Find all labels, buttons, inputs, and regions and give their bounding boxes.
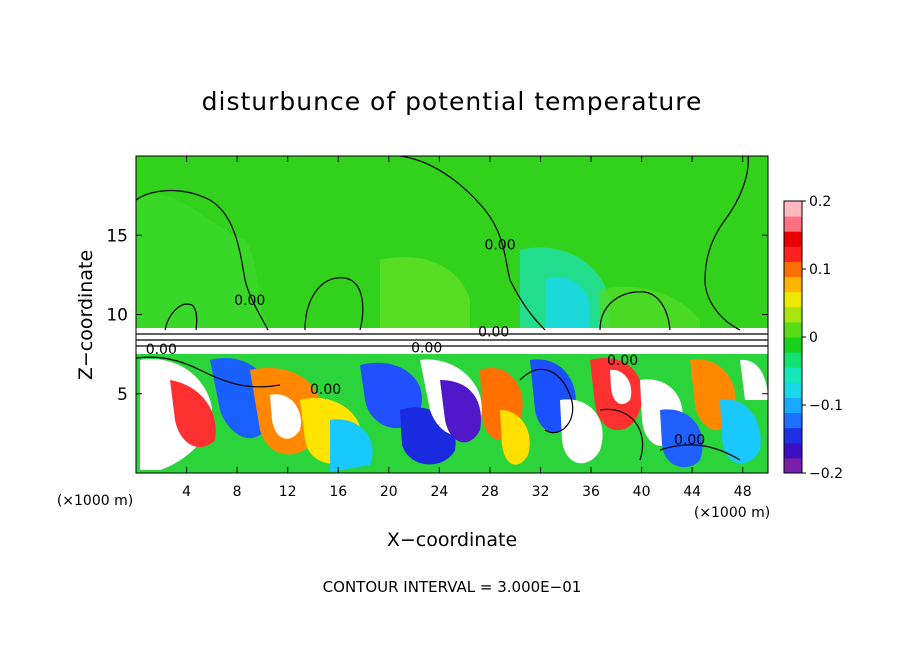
- x-tick-label: 28: [481, 484, 499, 500]
- colorbar-band: [784, 457, 802, 474]
- colorbar-band: [784, 321, 802, 338]
- colorbar: 0.2 0.1 0 −0.1 −0.2: [783, 194, 843, 482]
- y-axis: 5 10 15: [106, 226, 768, 405]
- colorbar-tick-label: 0.2: [809, 194, 831, 210]
- colorbar-band: [784, 337, 802, 353]
- colorbar-band: [784, 291, 802, 308]
- colorbar-band: [784, 246, 802, 262]
- x-axis: 4 8 12 16 20 24 28 32 36 40 44 48: [182, 156, 752, 500]
- y-tick-label: 15: [106, 226, 128, 246]
- colorbar-band: [784, 306, 802, 323]
- colorbar-band: [784, 382, 802, 398]
- chart-title: disturbunce of potential temperature: [202, 87, 703, 116]
- upper-field-patches: [136, 194, 700, 332]
- contour-label: 0.00: [146, 342, 177, 358]
- contour-labels: 0.00 0.00 0.00 0.00 0.00 0.00 0.00 0.00: [146, 238, 706, 449]
- plot-area: 0.00 0.00 0.00 0.00 0.00 0.00 0.00 0.00: [136, 156, 768, 473]
- x-tick-label: 48: [734, 484, 752, 500]
- y-axis-label: Z−coordinate: [75, 250, 97, 380]
- colorbar-tick-label: 0: [809, 330, 818, 346]
- colorbar-band: [784, 352, 802, 368]
- contour-label: 0.00: [234, 293, 265, 309]
- colorbar-band: [784, 216, 802, 232]
- x-tick-label: 20: [380, 484, 398, 500]
- contour-label: 0.00: [674, 432, 705, 448]
- contour-label: 0.00: [484, 238, 515, 254]
- colorbar-band: [784, 261, 802, 278]
- colorbar-tick-label: −0.2: [809, 466, 843, 482]
- x-tick-label: 44: [683, 484, 701, 500]
- x-axis-label: X−coordinate: [387, 529, 517, 551]
- colorbar-band: [784, 427, 802, 444]
- colorbar-band: [784, 201, 802, 217]
- x-tick-label: 12: [279, 484, 297, 500]
- boundary-layer: [136, 328, 768, 354]
- x-tick-label: 4: [182, 484, 191, 500]
- x-tick-label: 36: [582, 484, 600, 500]
- contour-label: 0.00: [310, 382, 341, 398]
- colorbar-tick-label: 0.1: [809, 262, 831, 278]
- y-tick-label: 10: [106, 306, 128, 326]
- contour-interval-note: CONTOUR INTERVAL = 3.000E−01: [323, 578, 582, 596]
- contour-label: 0.00: [607, 353, 638, 369]
- lower-field-blobs: [140, 358, 768, 472]
- colorbar-band: [784, 397, 802, 414]
- contour-lines: [136, 156, 768, 461]
- x-tick-label: 8: [233, 484, 242, 500]
- contour-label: 0.00: [478, 325, 509, 341]
- colorbar-band: [784, 367, 802, 383]
- x-tick-label: 24: [430, 484, 448, 500]
- colorbar-band: [784, 231, 802, 247]
- x-tick-label: 32: [532, 484, 550, 500]
- x-unit-left: (×1000 m): [57, 493, 133, 509]
- colorbar-tick-label: −0.1: [809, 398, 843, 414]
- y-tick-label: 5: [117, 385, 128, 405]
- x-tick-label: 40: [633, 484, 651, 500]
- colorbar-band: [784, 442, 802, 459]
- contour-label: 0.00: [411, 341, 442, 357]
- x-unit-right: (×1000 m): [694, 505, 770, 521]
- colorbar-band: [784, 276, 802, 293]
- x-tick-label: 16: [329, 484, 347, 500]
- colorbar-band: [784, 412, 802, 429]
